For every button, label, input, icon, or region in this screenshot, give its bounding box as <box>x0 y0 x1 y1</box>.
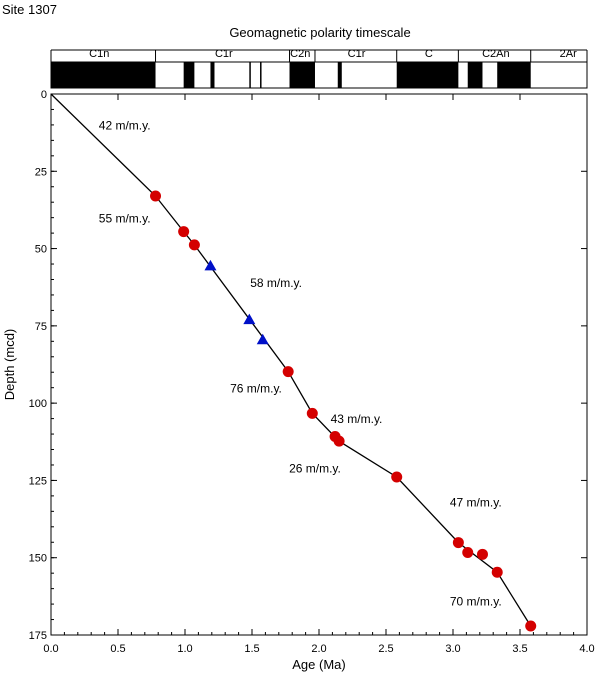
normal-polarity-interval <box>210 62 215 88</box>
datum-circle-marker <box>491 566 503 578</box>
x-tick-label: 3.5 <box>512 643 527 655</box>
datum-circle-marker <box>306 407 318 419</box>
normal-polarity-interval <box>183 62 195 88</box>
y-tick-label: 50 <box>35 244 47 256</box>
sedimentation-rate-label: 26 m/m.y. <box>289 462 341 476</box>
x-tick-label: 2.5 <box>378 643 393 655</box>
rate-annotations: 42 m/m.y. 55 m/m.y. 58 m/m.y. 76 m/m.y. 43 m… <box>99 119 502 609</box>
x-axis: 0.0 0.5 1.0 1.5 2.0 2.5 3.0 3.5 4.0 <box>43 94 595 655</box>
chron-label: C2n <box>290 48 310 60</box>
datum-triangle-marker <box>243 313 256 325</box>
normal-polarity-interval <box>467 62 483 88</box>
y-tick-label: 0 <box>41 89 47 101</box>
y-tick-label: 75 <box>35 321 47 333</box>
x-tick-label: 0.5 <box>110 643 125 655</box>
datum-circle-marker <box>476 548 488 560</box>
normal-polarity-interval <box>51 62 156 88</box>
datum-circle-marker <box>150 190 162 202</box>
sedimentation-rate-label: 42 m/m.y. <box>99 119 151 133</box>
x-tick-label: 2.0 <box>311 643 326 655</box>
normal-polarity-interval <box>249 62 251 88</box>
y-tick-label: 175 <box>29 630 47 642</box>
y-tick-label: 125 <box>29 475 47 487</box>
polarity-timescale: C1n C1r C2n C1r C C2An 2Ar <box>50 48 588 89</box>
site-title: Site 1307 <box>2 2 57 17</box>
datum-circle-marker <box>525 620 537 632</box>
sedimentation-rate-label: 76 m/m.y. <box>230 381 282 395</box>
x-tick-label: 0.0 <box>43 643 58 655</box>
normal-polarity-interval <box>260 62 262 88</box>
plot-frame <box>50 93 588 636</box>
y-axis: 0 25 50 75 100 125 150 175 <box>29 89 587 642</box>
chron-label: 2Ar <box>560 48 577 60</box>
datum-triangle-marker <box>204 259 217 271</box>
datum-circle-marker <box>391 471 403 483</box>
chron-label: C2An <box>482 48 510 60</box>
chron-label: C <box>425 48 433 60</box>
chron-label: C1n <box>89 48 109 60</box>
y-tick-label: 150 <box>29 553 47 565</box>
y-tick-label: 100 <box>29 398 47 410</box>
sedimentation-rate-label: 58 m/m.y. <box>250 276 302 290</box>
chart-title: Geomagnetic polarity timescale <box>229 25 410 40</box>
datum-circle-marker <box>178 226 190 238</box>
datum-circle-marker <box>282 366 294 378</box>
x-tick-label: 3.0 <box>445 643 460 655</box>
sedimentation-rate-label: 47 m/m.y. <box>450 496 502 510</box>
datum-circle-marker <box>462 546 474 558</box>
x-tick-label: 1.0 <box>177 643 192 655</box>
sedimentation-rate-label: 43 m/m.y. <box>331 412 383 426</box>
x-axis-label: Age (Ma) <box>292 657 345 672</box>
y-axis-label: Depth (mcd) <box>2 329 17 401</box>
datum-circle-marker <box>452 537 464 549</box>
sedimentation-rate-label: 55 m/m.y. <box>99 211 151 225</box>
normal-polarity-interval <box>337 62 342 88</box>
datum-circle-marker <box>333 435 345 447</box>
chron-label: C1r <box>215 48 233 60</box>
datum-circle-marker <box>188 239 200 251</box>
normal-polarity-interval <box>396 62 459 88</box>
sedimentation-rate-label: 70 m/m.y. <box>450 595 502 609</box>
x-tick-label: 1.5 <box>244 643 259 655</box>
data-marks <box>150 190 537 632</box>
x-tick-label: 4.0 <box>579 643 594 655</box>
y-tick-label: 25 <box>35 166 47 178</box>
datum-triangle-marker <box>256 333 269 345</box>
chron-label: C1r <box>348 48 366 60</box>
normal-polarity-interval <box>497 62 531 88</box>
normal-polarity-interval <box>289 62 315 88</box>
